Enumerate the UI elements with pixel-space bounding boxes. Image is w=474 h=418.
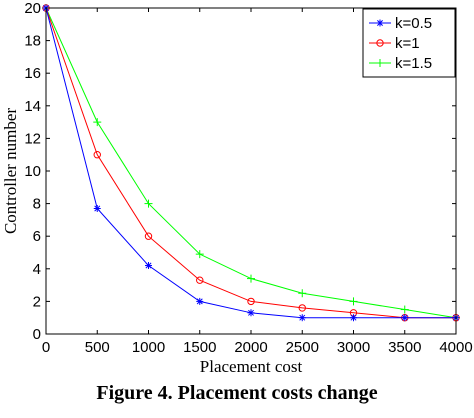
series-line-k=1 <box>45 7 456 319</box>
data-point <box>93 118 102 127</box>
data-point <box>247 274 255 283</box>
x-tick-label: 4000 <box>439 339 472 356</box>
y-tick-label: 14 <box>24 98 41 115</box>
x-tick-label: 2000 <box>234 339 267 356</box>
data-point <box>400 305 409 314</box>
data-point <box>376 59 384 67</box>
data-point <box>195 250 204 259</box>
y-tick-label: 12 <box>24 130 41 147</box>
y-tick-label: 16 <box>24 65 41 82</box>
x-tick-label: 1000 <box>132 339 165 356</box>
y-tick-label: 20 <box>24 0 41 17</box>
x-tick-label: 1500 <box>183 339 216 356</box>
marker-stroke <box>299 314 306 321</box>
legend-label: k=0.5 <box>395 15 432 32</box>
chart: 0 500 1000 1500 2000 2500 3000 3500 4000 0 2 4 6 8 10 1… <box>1 0 473 376</box>
marker-stroke <box>401 314 408 321</box>
y-tick-label: 8 <box>33 196 41 213</box>
legend-label: k=1 <box>395 35 420 52</box>
figure-caption: Figure 4. Placement costs change <box>96 382 378 404</box>
data-point <box>298 314 306 322</box>
data-point <box>349 297 358 306</box>
y-tick-label: 6 <box>33 228 41 245</box>
y-tick-label: 10 <box>24 163 41 180</box>
x-tick-label: 3000 <box>337 339 370 356</box>
data-point <box>93 204 101 212</box>
x-tick-label: 0 <box>42 339 50 356</box>
data-point <box>247 297 255 306</box>
y-axis-label: Controller number <box>1 108 20 234</box>
marker-stroke <box>145 262 152 269</box>
x-tick-label: 500 <box>85 339 110 356</box>
data-point <box>144 199 153 208</box>
data-point <box>145 262 152 270</box>
marker-stroke <box>377 20 383 26</box>
data-point <box>298 289 307 298</box>
data-point <box>350 314 357 322</box>
data-point <box>376 39 384 47</box>
data-point <box>298 304 306 312</box>
data-point <box>196 276 204 284</box>
x-tick-label: 2500 <box>286 339 319 356</box>
marker-stroke <box>248 309 254 316</box>
x-axis-label: Placement cost <box>200 357 303 376</box>
legend: k=0.5 k=1 k=1.5 <box>362 8 456 78</box>
data-point <box>376 19 384 27</box>
x-tick-label: 3500 <box>388 339 421 356</box>
data-point <box>247 309 255 317</box>
data-point <box>401 314 409 322</box>
data-point <box>196 297 204 305</box>
marker-stroke <box>94 205 101 212</box>
data-point <box>144 232 153 240</box>
marker-stroke <box>350 314 357 321</box>
y-tick-label: 2 <box>33 293 41 310</box>
y-tick-label: 4 <box>33 261 41 278</box>
y-tick-label: 18 <box>24 33 41 50</box>
y-tick-label: 0 <box>33 326 41 343</box>
data-point <box>93 151 101 159</box>
marker-stroke <box>196 298 203 305</box>
legend-label: k=1.5 <box>395 55 432 72</box>
